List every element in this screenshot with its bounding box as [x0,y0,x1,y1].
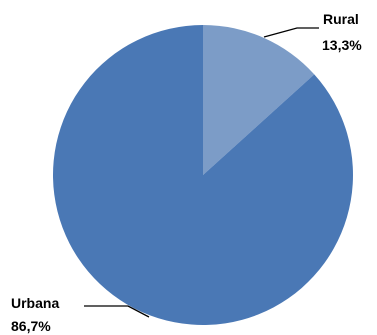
slice-value-rural: 13,3% [322,37,362,53]
slice-label-rural: Rural [323,11,359,27]
label-rural: Rural 13,3% [263,11,362,53]
pie-slices [52,24,353,326]
pie-slice-urbana [52,24,353,326]
leader-line-rural [263,27,319,38]
label-urbana: Urbana 86,7% [11,295,150,334]
leader-line-urbana [84,305,150,318]
pie-slice-rural [203,25,315,175]
slice-label-urbana: Urbana [11,295,59,311]
slice-value-urbana: 86,7% [11,318,51,334]
